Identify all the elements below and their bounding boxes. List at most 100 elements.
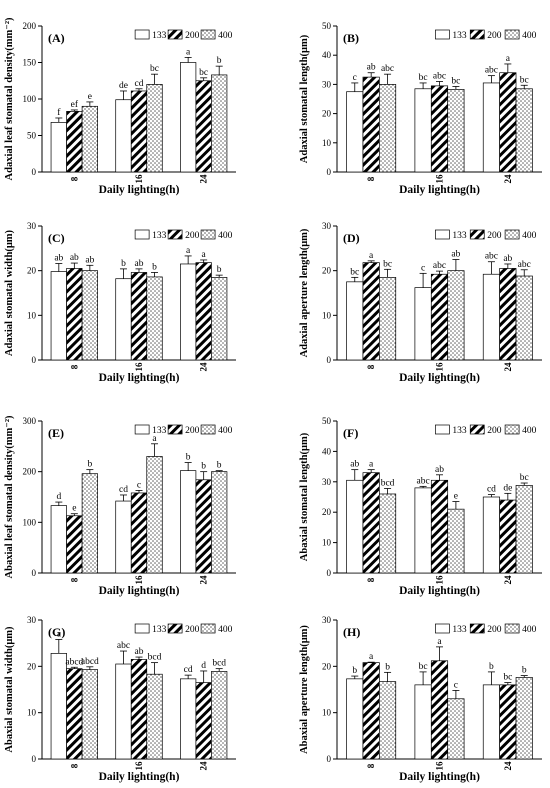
legend-label: 200 <box>185 625 200 635</box>
bar <box>362 76 380 173</box>
x-tick-label: 16 <box>134 362 144 372</box>
significance-letter: c <box>421 263 425 273</box>
x-tick-label: 16 <box>134 174 144 184</box>
significance-letter: b <box>121 259 126 269</box>
significance-letter: d <box>56 492 61 502</box>
significance-letter: a <box>437 637 442 647</box>
bar <box>50 271 67 361</box>
legend-swatch-dotted <box>504 29 520 40</box>
legend-swatch-striped <box>167 424 183 435</box>
significance-letter: abc <box>433 261 446 271</box>
legend-swatch-striped <box>469 623 485 634</box>
x-tick-label: 16 <box>435 575 445 585</box>
bar <box>211 74 228 173</box>
bar <box>499 499 517 574</box>
panel-letter: (G) <box>48 625 65 639</box>
bar <box>211 671 228 760</box>
bar <box>130 272 148 361</box>
y-tick-label: 20 <box>27 266 37 276</box>
y-tick-label: 50 <box>322 416 332 426</box>
legend-label: 133 <box>152 31 167 41</box>
bar <box>362 262 380 361</box>
y-tick-label: 50 <box>322 21 332 31</box>
x-axis-label: Daily lighting(h) <box>99 372 180 384</box>
y-tick-label: 40 <box>322 446 332 456</box>
bar <box>81 669 98 760</box>
significance-letter: ab <box>70 253 79 263</box>
legend-swatch-striped <box>167 623 183 634</box>
y-tick-label: 30 <box>322 221 332 231</box>
legend-label: 133 <box>452 231 467 241</box>
chart-panel: 0 10 20 30 Adaxial stomatal width(μm) Daily l… <box>4 221 236 384</box>
legend-swatch-dotted <box>200 229 216 240</box>
x-tick-label: 8 <box>69 364 79 369</box>
legend-label: 400 <box>218 31 233 41</box>
bar <box>115 278 132 361</box>
significance-letter: ab <box>367 63 376 73</box>
bar <box>447 698 465 760</box>
significance-letter: abc <box>417 476 430 486</box>
y-tick-label: 0 <box>327 568 332 578</box>
y-tick-label: 100 <box>23 94 37 104</box>
y-tick-label: 10 <box>322 310 332 320</box>
y-axis-label: Adaxial stomatal length(μm) <box>299 34 310 163</box>
legend-swatch-dotted <box>200 623 216 634</box>
bar <box>146 456 163 574</box>
legend-swatch-striped <box>167 29 183 40</box>
x-tick-label: 16 <box>435 362 445 372</box>
significance-letter: b <box>352 666 357 676</box>
y-axis-label: Adaxial leaf stomatal density(mm⁻²) <box>4 17 15 180</box>
y-tick-label: 50 <box>27 131 37 141</box>
significance-letter: bcd <box>148 653 162 663</box>
bar <box>130 659 148 760</box>
x-tick-label: 24 <box>503 575 513 585</box>
y-axis-label: Abaxial stomatal length(μm) <box>299 432 310 561</box>
panel-letter: (D) <box>343 231 360 245</box>
legend-label: 200 <box>487 231 502 241</box>
significance-letter: ab <box>135 647 144 657</box>
bar <box>379 84 397 173</box>
legend-swatch-blank <box>134 623 150 634</box>
legend-label: 400 <box>218 426 233 436</box>
bar <box>81 105 98 173</box>
y-axis-label: Abaxial aperture length(μm) <box>299 625 310 754</box>
bar <box>66 268 83 361</box>
bar <box>515 677 533 760</box>
significance-letter: e <box>72 504 76 514</box>
significance-letter: c <box>454 680 458 690</box>
significance-letter: ef <box>71 99 79 110</box>
legend-swatch-striped <box>469 29 485 40</box>
significance-letter: abc <box>485 252 498 262</box>
bar <box>180 263 197 361</box>
bar <box>499 268 517 361</box>
panel-letter: (A) <box>48 31 65 45</box>
significance-letter: b <box>522 666 527 676</box>
significance-letter: cd <box>135 79 144 89</box>
legend-label: 133 <box>152 426 167 436</box>
legend-label: 133 <box>452 31 467 41</box>
y-tick-label: 0 <box>32 167 37 177</box>
legend-swatch-dotted <box>504 424 520 435</box>
legend-label: 133 <box>452 426 467 436</box>
x-tick-label: 8 <box>69 577 79 582</box>
legend-swatch-blank <box>435 229 450 240</box>
y-tick-label: 10 <box>27 708 37 718</box>
bar <box>81 473 98 574</box>
x-tick-label: 16 <box>134 575 144 585</box>
legend-swatch-blank <box>435 623 450 634</box>
significance-letter: abc <box>117 641 130 651</box>
significance-letter: ab <box>451 250 460 260</box>
y-axis-label: Abaxial stomatal width(μm) <box>4 626 15 753</box>
bar <box>447 508 465 574</box>
y-tick-label: 20 <box>322 109 332 119</box>
legend-label: 133 <box>152 231 167 241</box>
y-tick-label: 30 <box>27 615 37 625</box>
x-axis-label: Daily lighting(h) <box>99 771 180 783</box>
chart-panel: 0 10 20 30 Adaxial aperture length(μm) Daily … <box>299 221 542 384</box>
panel-letter: (B) <box>343 31 359 45</box>
y-tick-label: 30 <box>322 477 332 487</box>
bar <box>180 470 197 574</box>
legend-label: 200 <box>185 231 200 241</box>
x-tick-label: 8 <box>366 577 376 582</box>
